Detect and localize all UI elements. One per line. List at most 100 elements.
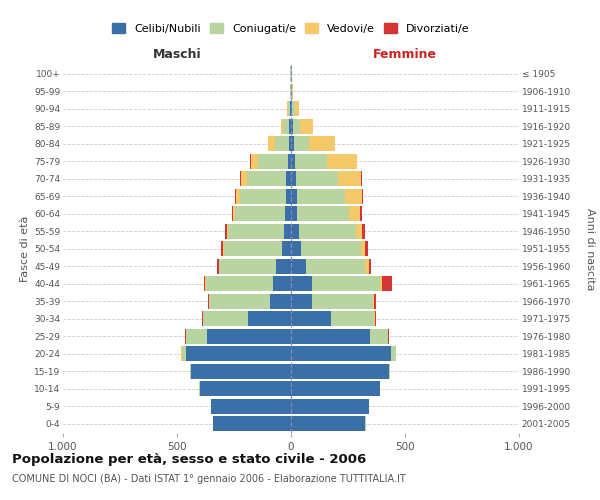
Bar bbox=[296, 172, 338, 186]
Bar bbox=[391, 346, 396, 361]
Text: Maschi: Maschi bbox=[152, 48, 202, 62]
Bar bbox=[273, 276, 291, 291]
Bar bbox=[203, 312, 248, 326]
Bar bbox=[370, 329, 388, 344]
Bar bbox=[229, 224, 284, 238]
Bar bbox=[235, 206, 286, 221]
Bar bbox=[291, 329, 370, 344]
Bar bbox=[286, 189, 291, 204]
Bar bbox=[248, 312, 291, 326]
Bar bbox=[361, 172, 362, 186]
Bar bbox=[301, 242, 361, 256]
Text: Femmine: Femmine bbox=[373, 48, 437, 62]
Bar bbox=[291, 312, 331, 326]
Bar bbox=[217, 259, 219, 274]
Bar bbox=[204, 276, 205, 291]
Bar bbox=[295, 102, 299, 116]
Bar bbox=[200, 382, 291, 396]
Bar bbox=[291, 189, 296, 204]
Bar bbox=[206, 329, 291, 344]
Text: Popolazione per età, sesso e stato civile - 2006: Popolazione per età, sesso e stato civil… bbox=[12, 452, 366, 466]
Bar bbox=[226, 224, 227, 238]
Bar bbox=[380, 276, 382, 291]
Bar bbox=[205, 276, 273, 291]
Bar bbox=[308, 136, 335, 151]
Bar bbox=[219, 259, 276, 274]
Bar bbox=[298, 206, 349, 221]
Bar bbox=[247, 172, 286, 186]
Bar bbox=[282, 242, 291, 256]
Bar bbox=[374, 294, 376, 308]
Bar bbox=[327, 154, 356, 168]
Bar bbox=[368, 259, 371, 274]
Bar bbox=[361, 242, 365, 256]
Bar bbox=[344, 189, 362, 204]
Bar bbox=[241, 172, 247, 186]
Bar bbox=[362, 224, 365, 238]
Bar bbox=[227, 224, 229, 238]
Bar bbox=[291, 416, 365, 431]
Bar bbox=[202, 312, 203, 326]
Bar bbox=[291, 276, 311, 291]
Bar bbox=[291, 102, 292, 116]
Bar bbox=[186, 329, 206, 344]
Bar bbox=[232, 206, 233, 221]
Bar bbox=[291, 224, 299, 238]
Bar bbox=[271, 294, 291, 308]
Bar bbox=[291, 206, 298, 221]
Bar bbox=[223, 242, 224, 256]
Bar bbox=[356, 154, 358, 168]
Bar bbox=[276, 259, 291, 274]
Bar bbox=[338, 172, 361, 186]
Bar bbox=[286, 206, 291, 221]
Bar bbox=[389, 364, 390, 378]
Bar bbox=[186, 346, 291, 361]
Bar bbox=[290, 102, 291, 116]
Bar bbox=[356, 224, 362, 238]
Legend: Celibi/Nubili, Coniugati/e, Vedovi/e, Divorziati/e: Celibi/Nubili, Coniugati/e, Vedovi/e, Di… bbox=[112, 23, 470, 34]
Bar bbox=[268, 136, 275, 151]
Bar bbox=[306, 259, 365, 274]
Bar bbox=[374, 312, 375, 326]
Bar bbox=[191, 364, 291, 378]
Bar bbox=[281, 119, 283, 134]
Bar bbox=[311, 276, 380, 291]
Bar bbox=[291, 154, 295, 168]
Bar bbox=[296, 189, 344, 204]
Bar bbox=[300, 119, 313, 134]
Bar bbox=[292, 102, 295, 116]
Bar bbox=[182, 346, 186, 361]
Bar bbox=[240, 172, 241, 186]
Bar bbox=[233, 206, 235, 221]
Bar bbox=[251, 154, 258, 168]
Bar bbox=[287, 102, 290, 116]
Bar bbox=[275, 136, 289, 151]
Bar bbox=[250, 154, 251, 168]
Bar bbox=[291, 294, 311, 308]
Text: COMUNE DI NOCI (BA) - Dati ISTAT 1° gennaio 2006 - Elaborazione TUTTITALIA.IT: COMUNE DI NOCI (BA) - Dati ISTAT 1° genn… bbox=[12, 474, 406, 484]
Bar bbox=[291, 172, 296, 186]
Bar bbox=[287, 154, 291, 168]
Bar bbox=[235, 189, 236, 204]
Bar bbox=[299, 224, 356, 238]
Bar bbox=[289, 136, 291, 151]
Bar bbox=[241, 189, 286, 204]
Bar bbox=[360, 206, 362, 221]
Bar bbox=[209, 294, 271, 308]
Bar bbox=[211, 399, 291, 413]
Bar bbox=[365, 259, 368, 274]
Bar bbox=[289, 119, 291, 134]
Bar bbox=[214, 416, 291, 431]
Bar bbox=[293, 119, 300, 134]
Bar bbox=[331, 312, 374, 326]
Bar bbox=[291, 136, 294, 151]
Bar bbox=[349, 206, 360, 221]
Bar bbox=[291, 399, 368, 413]
Bar bbox=[365, 242, 368, 256]
Bar bbox=[291, 259, 306, 274]
Bar bbox=[283, 119, 289, 134]
Bar bbox=[208, 294, 209, 308]
Bar bbox=[375, 312, 376, 326]
Bar bbox=[291, 364, 389, 378]
Bar bbox=[291, 382, 380, 396]
